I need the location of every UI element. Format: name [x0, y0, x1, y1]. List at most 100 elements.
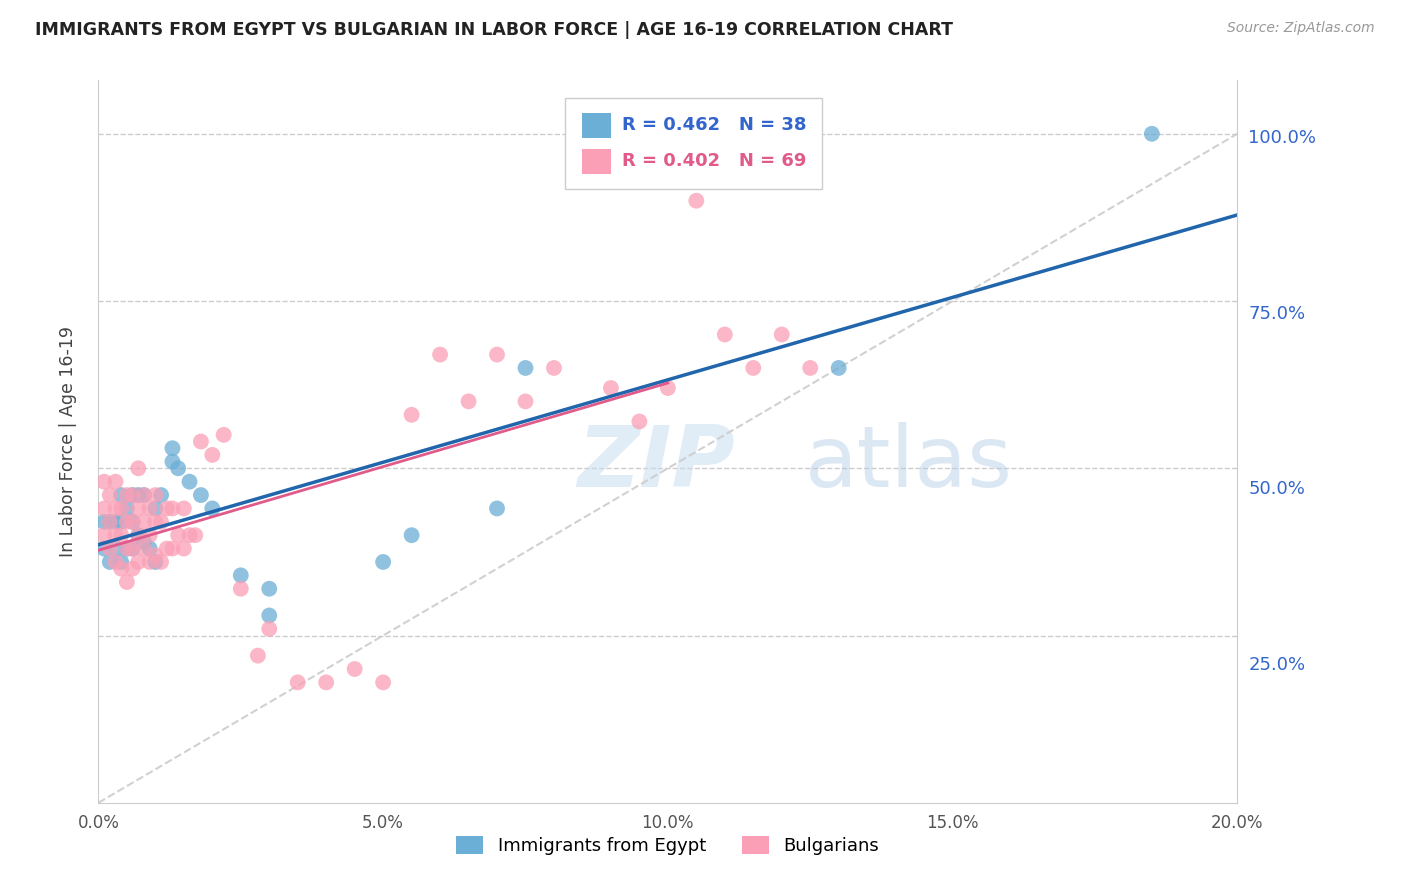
Point — [628, 414, 651, 429]
Point — [156, 501, 179, 516]
Point — [132, 515, 155, 529]
Point — [457, 394, 479, 409]
Point — [121, 515, 143, 529]
Point — [150, 488, 173, 502]
Point — [799, 361, 821, 376]
Point — [104, 541, 127, 556]
Point — [657, 381, 679, 395]
Point — [115, 575, 138, 590]
Point — [287, 675, 309, 690]
Point — [104, 475, 127, 489]
Point — [162, 455, 184, 469]
Point — [93, 515, 115, 529]
Point — [246, 648, 269, 663]
Legend: Immigrants from Egypt, Bulgarians: Immigrants from Egypt, Bulgarians — [449, 829, 887, 863]
Point — [98, 555, 121, 569]
Point — [259, 582, 281, 596]
Text: atlas: atlas — [804, 422, 1012, 505]
Point — [104, 501, 127, 516]
Point — [110, 528, 132, 542]
Point — [156, 541, 179, 556]
Point — [315, 675, 337, 690]
Point — [770, 327, 793, 342]
Point — [259, 622, 281, 636]
Point — [150, 555, 173, 569]
Point — [110, 501, 132, 516]
Point — [98, 515, 121, 529]
Point — [167, 461, 190, 475]
Point — [115, 515, 138, 529]
Point — [121, 515, 143, 529]
Point — [162, 442, 184, 455]
Point — [104, 515, 127, 529]
Point — [121, 541, 143, 556]
Text: ZIP: ZIP — [576, 422, 734, 505]
Point — [127, 501, 149, 516]
Point — [515, 394, 537, 409]
Point — [486, 348, 509, 362]
Point — [145, 515, 167, 529]
Point — [173, 541, 195, 556]
Point — [742, 361, 765, 376]
Point — [600, 381, 623, 395]
Point — [110, 515, 132, 529]
Point — [179, 528, 201, 542]
Point — [98, 541, 121, 556]
Point — [98, 488, 121, 502]
Point — [429, 348, 451, 362]
Bar — [582, 112, 612, 138]
Bar — [582, 149, 612, 174]
Point — [115, 541, 138, 556]
Point — [229, 568, 252, 582]
Point — [145, 501, 167, 516]
Point — [110, 555, 132, 569]
Point — [121, 562, 143, 576]
Point — [162, 541, 184, 556]
Text: R = 0.462   N = 38: R = 0.462 N = 38 — [623, 116, 807, 134]
Point — [229, 582, 252, 596]
Text: IMMIGRANTS FROM EGYPT VS BULGARIAN IN LABOR FORCE | AGE 16-19 CORRELATION CHART: IMMIGRANTS FROM EGYPT VS BULGARIAN IN LA… — [35, 21, 953, 38]
Point — [259, 608, 281, 623]
Text: Source: ZipAtlas.com: Source: ZipAtlas.com — [1227, 21, 1375, 35]
Point — [714, 327, 737, 342]
Point — [121, 488, 143, 502]
Point — [184, 528, 207, 542]
Point — [401, 528, 423, 542]
Text: R = 0.402   N = 69: R = 0.402 N = 69 — [623, 153, 807, 170]
Point — [138, 501, 160, 516]
Point — [179, 475, 201, 489]
Point — [132, 488, 155, 502]
Point — [486, 501, 509, 516]
Point — [515, 361, 537, 376]
Point — [104, 555, 127, 569]
Point — [201, 501, 224, 516]
Point — [115, 501, 138, 516]
Y-axis label: In Labor Force | Age 16-19: In Labor Force | Age 16-19 — [59, 326, 77, 557]
Point — [110, 488, 132, 502]
Point — [201, 448, 224, 462]
Point — [190, 488, 212, 502]
Point — [110, 562, 132, 576]
Point — [115, 541, 138, 556]
Point — [373, 555, 395, 569]
Point — [190, 434, 212, 449]
Point — [401, 408, 423, 422]
Point — [138, 541, 160, 556]
Point — [373, 675, 395, 690]
Point — [138, 555, 160, 569]
Point — [212, 427, 235, 442]
Point — [104, 528, 127, 542]
Point — [685, 194, 707, 208]
Point — [127, 555, 149, 569]
Point — [132, 534, 155, 549]
Point — [150, 515, 173, 529]
Point — [93, 528, 115, 542]
Point — [145, 555, 167, 569]
Point — [173, 501, 195, 516]
Point — [828, 361, 851, 376]
FancyBboxPatch shape — [565, 98, 821, 189]
Point — [115, 488, 138, 502]
Point — [127, 528, 149, 542]
Point — [1140, 127, 1163, 141]
Point — [543, 361, 565, 376]
